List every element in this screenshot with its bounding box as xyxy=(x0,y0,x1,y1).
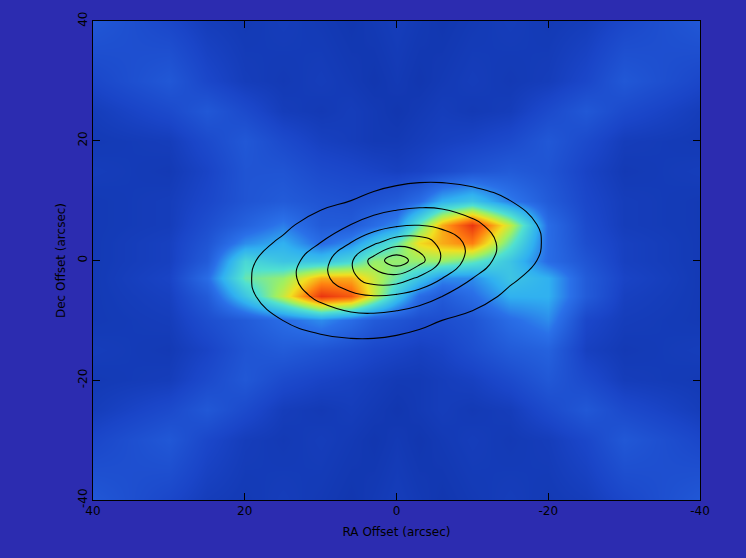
svg-text:-40: -40 xyxy=(690,504,710,518)
svg-text:Dec Offset (arcsec): Dec Offset (arcsec) xyxy=(54,203,68,318)
svg-text:-20: -20 xyxy=(76,369,90,389)
svg-text:RA Offset (arcsec): RA Offset (arcsec) xyxy=(343,525,451,539)
svg-text:-40: -40 xyxy=(76,488,90,508)
svg-text:-20: -20 xyxy=(538,504,558,518)
svg-text:40: 40 xyxy=(85,504,100,518)
svg-text:20: 20 xyxy=(76,131,90,146)
svg-text:20: 20 xyxy=(237,504,252,518)
svg-text:0: 0 xyxy=(76,255,90,263)
svg-text:40: 40 xyxy=(76,12,90,27)
svg-text:0: 0 xyxy=(393,504,401,518)
